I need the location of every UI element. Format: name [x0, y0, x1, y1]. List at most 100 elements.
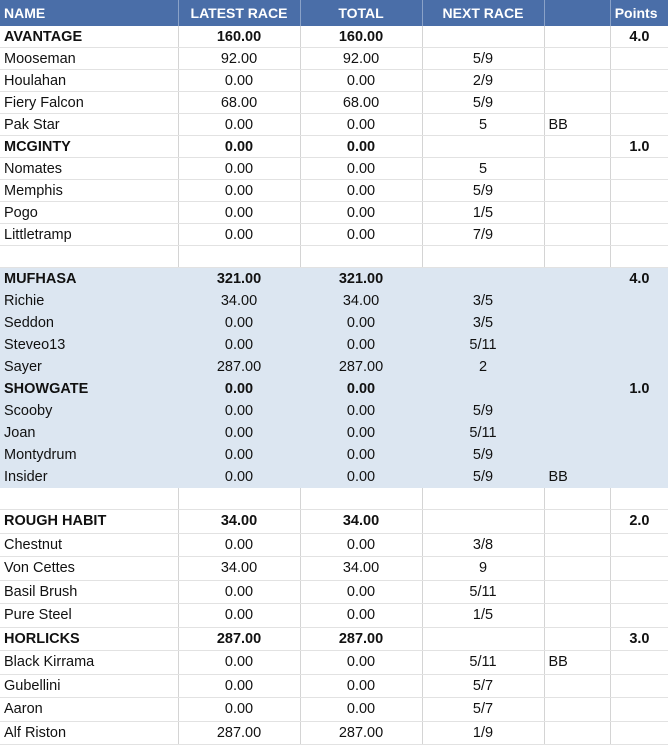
cell-total: 0.00	[300, 113, 423, 136]
cell-points	[610, 443, 668, 466]
cell-next-race: 5/9	[422, 47, 545, 70]
cell-name: Basil Brush	[0, 580, 179, 604]
cell-next-race: 5/9	[422, 465, 545, 488]
cell-flag	[544, 697, 611, 722]
team-row: HORLICKS 287.00 287.00 3.0	[0, 627, 668, 651]
member-row: Steveo13 0.00 0.00 5/11	[0, 333, 668, 356]
cell-next-race: 1/5	[422, 201, 545, 224]
cell-total	[300, 245, 423, 268]
cell-points	[610, 399, 668, 422]
cell-total: 0.00	[300, 399, 423, 422]
cell-points	[610, 465, 668, 488]
member-row: Sayer 287.00 287.00 2	[0, 355, 668, 378]
header-row: NAME LATEST RACE TOTAL NEXT RACE Points	[0, 0, 668, 26]
cell-points	[610, 311, 668, 334]
cell-flag: BB	[544, 465, 611, 488]
cell-name: MUFHASA	[0, 267, 179, 290]
cell-total: 287.00	[300, 721, 423, 745]
cell-points	[610, 603, 668, 628]
cell-next-race	[422, 135, 545, 158]
cell-flag	[544, 487, 611, 510]
member-row: Seddon 0.00 0.00 3/5	[0, 311, 668, 334]
cell-flag	[544, 91, 611, 114]
cell-latest-race: 0.00	[178, 333, 301, 356]
cell-latest-race: 68.00	[178, 91, 301, 114]
cell-points	[610, 580, 668, 604]
cell-next-race	[422, 267, 545, 290]
member-row: Gubellini 0.00 0.00 5/7	[0, 674, 668, 698]
cell-latest-race: 0.00	[178, 603, 301, 628]
cell-next-race: 5/9	[422, 399, 545, 422]
cell-name: HORLICKS	[0, 627, 179, 651]
cell-latest-race: 34.00	[178, 289, 301, 312]
team-row: SHOWGATE 0.00 0.00 1.0	[0, 377, 668, 400]
cell-latest-race: 34.00	[178, 509, 301, 534]
cell-points	[610, 179, 668, 202]
cell-total: 0.00	[300, 697, 423, 722]
cell-next-race: 3/8	[422, 533, 545, 557]
cell-total: 0.00	[300, 157, 423, 180]
cell-flag	[544, 556, 611, 581]
cell-latest-race	[178, 487, 301, 510]
cell-latest-race: 0.00	[178, 465, 301, 488]
cell-total: 0.00	[300, 465, 423, 488]
cell-total: 0.00	[300, 179, 423, 202]
cell-latest-race: 287.00	[178, 355, 301, 378]
cell-next-race: 5/11	[422, 421, 545, 444]
cell-flag	[544, 223, 611, 246]
cell-points	[610, 91, 668, 114]
cell-total: 34.00	[300, 556, 423, 581]
cell-flag	[544, 443, 611, 466]
cell-next-race: 5/11	[422, 333, 545, 356]
cell-flag	[544, 311, 611, 334]
cell-next-race: 3/5	[422, 289, 545, 312]
cell-latest-race: 321.00	[178, 267, 301, 290]
cell-points	[610, 487, 668, 510]
cell-points	[610, 533, 668, 557]
cell-total: 0.00	[300, 603, 423, 628]
cell-points	[610, 333, 668, 356]
cell-latest-race	[178, 245, 301, 268]
cell-name: Alf Riston	[0, 721, 179, 745]
header-total: TOTAL	[300, 0, 423, 26]
cell-latest-race: 0.00	[178, 443, 301, 466]
cell-latest-race: 0.00	[178, 113, 301, 136]
cell-total: 0.00	[300, 135, 423, 158]
cell-points	[610, 223, 668, 246]
cell-flag	[544, 179, 611, 202]
cell-points	[610, 47, 668, 70]
cell-total: 68.00	[300, 91, 423, 114]
spacer-row	[0, 487, 668, 510]
member-row: Richie 34.00 34.00 3/5	[0, 289, 668, 312]
cell-total: 0.00	[300, 421, 423, 444]
cell-name: SHOWGATE	[0, 377, 179, 400]
cell-latest-race: 0.00	[178, 697, 301, 722]
cell-points	[610, 355, 668, 378]
cell-next-race: 2/9	[422, 69, 545, 92]
cell-next-race: 1/5	[422, 603, 545, 628]
cell-name: Von Cettes	[0, 556, 179, 581]
cell-next-race: 5/11	[422, 650, 545, 675]
cell-latest-race: 160.00	[178, 26, 301, 48]
cell-name: Pak Star	[0, 113, 179, 136]
cell-latest-race: 0.00	[178, 311, 301, 334]
member-row: Pogo 0.00 0.00 1/5	[0, 201, 668, 224]
header-flag	[544, 0, 611, 26]
cell-latest-race: 0.00	[178, 135, 301, 158]
cell-points: 4.0	[610, 267, 668, 290]
cell-latest-race: 0.00	[178, 674, 301, 698]
cell-flag	[544, 245, 611, 268]
cell-next-race	[422, 487, 545, 510]
cell-points	[610, 721, 668, 745]
cell-total: 34.00	[300, 509, 423, 534]
spacer-row	[0, 245, 668, 268]
cell-total: 0.00	[300, 674, 423, 698]
cell-total: 287.00	[300, 627, 423, 651]
cell-total: 160.00	[300, 26, 423, 48]
cell-points: 1.0	[610, 135, 668, 158]
cell-latest-race: 0.00	[178, 580, 301, 604]
member-row: Aaron 0.00 0.00 5/7	[0, 697, 668, 722]
team-row: MCGINTY 0.00 0.00 1.0	[0, 135, 668, 158]
cell-name: Pogo	[0, 201, 179, 224]
cell-latest-race: 0.00	[178, 157, 301, 180]
